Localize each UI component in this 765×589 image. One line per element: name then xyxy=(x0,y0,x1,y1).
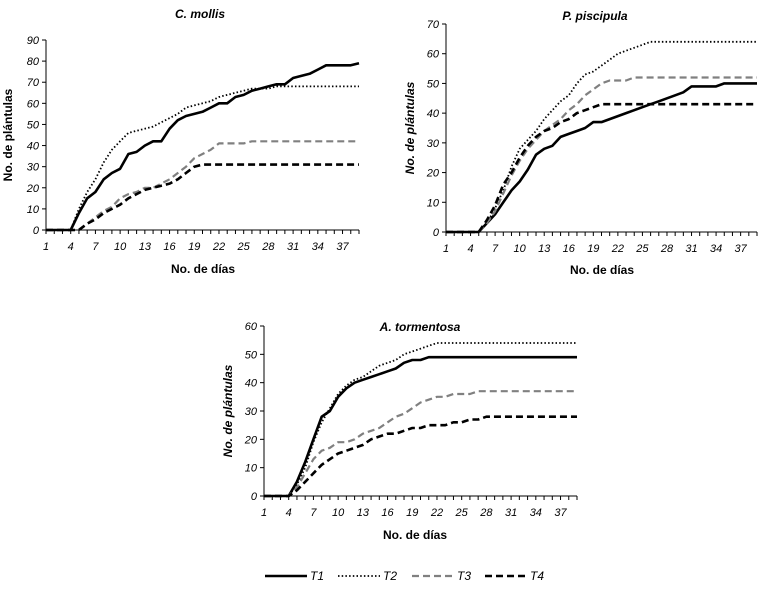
series-line-t3 xyxy=(46,140,359,232)
y-tick-label: 50 xyxy=(245,349,258,361)
x-tick-label: 37 xyxy=(735,243,748,255)
x-tick-label: 25 xyxy=(635,243,649,255)
series-line-t2 xyxy=(46,85,359,231)
y-axis-label: No. de plántulas xyxy=(1,88,15,181)
x-tick-label: 7 xyxy=(92,241,99,253)
x-tick-label: 28 xyxy=(479,507,493,519)
y-tick-label: 60 xyxy=(245,321,258,333)
chart-title: C. mollis xyxy=(175,7,225,21)
y-tick-label: 10 xyxy=(245,463,258,475)
y-tick-label: 40 xyxy=(27,141,40,153)
x-tick-label: 22 xyxy=(611,243,624,255)
y-tick-label: 10 xyxy=(427,197,440,209)
x-tick-label: 16 xyxy=(381,507,394,519)
x-tick-label: 31 xyxy=(685,243,697,255)
y-tick-label: 30 xyxy=(427,138,440,150)
x-tick-label: 4 xyxy=(286,507,292,519)
chart-title: P. piscipula xyxy=(562,9,627,23)
x-tick-label: 22 xyxy=(212,241,225,253)
x-tick-label: 37 xyxy=(336,241,349,253)
y-tick-label: 50 xyxy=(427,78,440,90)
y-tick-label: 50 xyxy=(27,119,40,131)
y-tick-label: 60 xyxy=(27,98,40,110)
y-axis-label: No. de plántulas xyxy=(403,81,417,174)
x-axis-label: No. de días xyxy=(171,262,235,276)
chart-title: A. tormentosa xyxy=(379,320,461,334)
y-tick-label: 20 xyxy=(426,168,440,180)
x-tick-label: 10 xyxy=(332,507,345,519)
x-tick-label: 1 xyxy=(443,243,449,255)
series-line-t4 xyxy=(264,415,577,498)
series-line-t4 xyxy=(446,102,757,234)
x-tick-label: 7 xyxy=(492,243,499,255)
x-tick-label: 16 xyxy=(563,243,576,255)
series-line-t2 xyxy=(264,342,577,497)
x-tick-label: 25 xyxy=(237,241,251,253)
x-tick-label: 4 xyxy=(68,241,74,253)
y-tick-label: 0 xyxy=(33,225,40,237)
series-line-t3 xyxy=(446,76,757,234)
y-tick-label: 80 xyxy=(27,56,40,68)
x-tick-label: 34 xyxy=(312,241,324,253)
x-axis-label: No. de días xyxy=(570,263,634,277)
x-tick-label: 34 xyxy=(710,243,722,255)
x-tick-label: 34 xyxy=(530,507,542,519)
x-tick-label: 1 xyxy=(43,241,49,253)
x-tick-label: 37 xyxy=(554,507,567,519)
chart-c-mollis: 0 10 20 30 40 50 60 70 80 90 1 4 7 10 13 16 19 22 25 28 31 34… xyxy=(1,7,360,276)
series-line-t4 xyxy=(46,163,359,232)
x-tick-label: 10 xyxy=(114,241,127,253)
x-tick-label: 31 xyxy=(505,507,517,519)
y-tick-label: 60 xyxy=(427,49,440,61)
x-tick-label: 13 xyxy=(538,243,551,255)
x-tick-label: 25 xyxy=(455,507,469,519)
legend-label-t4: T4 xyxy=(530,569,544,583)
x-tick-label: 19 xyxy=(188,241,200,253)
x-tick-label: 19 xyxy=(587,243,599,255)
series-line-t2 xyxy=(446,40,757,233)
y-tick-label: 30 xyxy=(245,406,258,418)
x-tick-label: 31 xyxy=(287,241,299,253)
x-tick-label: 7 xyxy=(310,507,317,519)
y-tick-label: 70 xyxy=(427,19,440,31)
legend-label-t1: T1 xyxy=(310,569,324,583)
y-tick-label: 40 xyxy=(245,378,258,390)
y-tick-label: 10 xyxy=(27,204,40,216)
x-tick-label: 10 xyxy=(514,243,527,255)
y-tick-label: 20 xyxy=(26,183,40,195)
x-tick-label: 22 xyxy=(430,507,443,519)
x-tick-label: 1 xyxy=(261,507,267,519)
x-tick-label: 28 xyxy=(660,243,674,255)
y-tick-label: 70 xyxy=(27,77,40,89)
chart-p-piscipula: 0 10 20 30 40 50 60 70 1 4 7 10 13 16 19 22 25 28 31 34 37 P.… xyxy=(403,9,758,277)
y-tick-label: 0 xyxy=(433,227,440,239)
x-tick-label: 13 xyxy=(357,507,370,519)
chart-a-tormentosa: 0 10 20 30 40 50 60 1 4 7 10 13 16 19 22 25 28 31 34 37 A. t… xyxy=(221,320,578,542)
y-tick-label: 40 xyxy=(427,108,440,120)
series-line-t3 xyxy=(264,390,577,498)
series-line-t1 xyxy=(46,61,360,232)
legend: T1 T2 T3 T4 xyxy=(265,569,544,583)
series-line-t1 xyxy=(264,355,577,498)
y-tick-label: 20 xyxy=(244,434,258,446)
x-tick-label: 19 xyxy=(406,507,418,519)
legend-label-t3: T3 xyxy=(457,569,471,583)
x-axis-label: No. de días xyxy=(383,528,447,542)
y-tick-label: 90 xyxy=(27,35,40,47)
x-tick-label: 28 xyxy=(261,241,275,253)
x-tick-label: 13 xyxy=(139,241,152,253)
x-tick-label: 16 xyxy=(163,241,176,253)
y-axis-label: No. de plántulas xyxy=(221,364,235,457)
series-line-t1 xyxy=(446,82,757,234)
x-tick-label: 4 xyxy=(467,243,473,255)
y-tick-label: 0 xyxy=(251,491,258,503)
y-tick-label: 30 xyxy=(27,162,40,174)
legend-label-t2: T2 xyxy=(383,569,397,583)
